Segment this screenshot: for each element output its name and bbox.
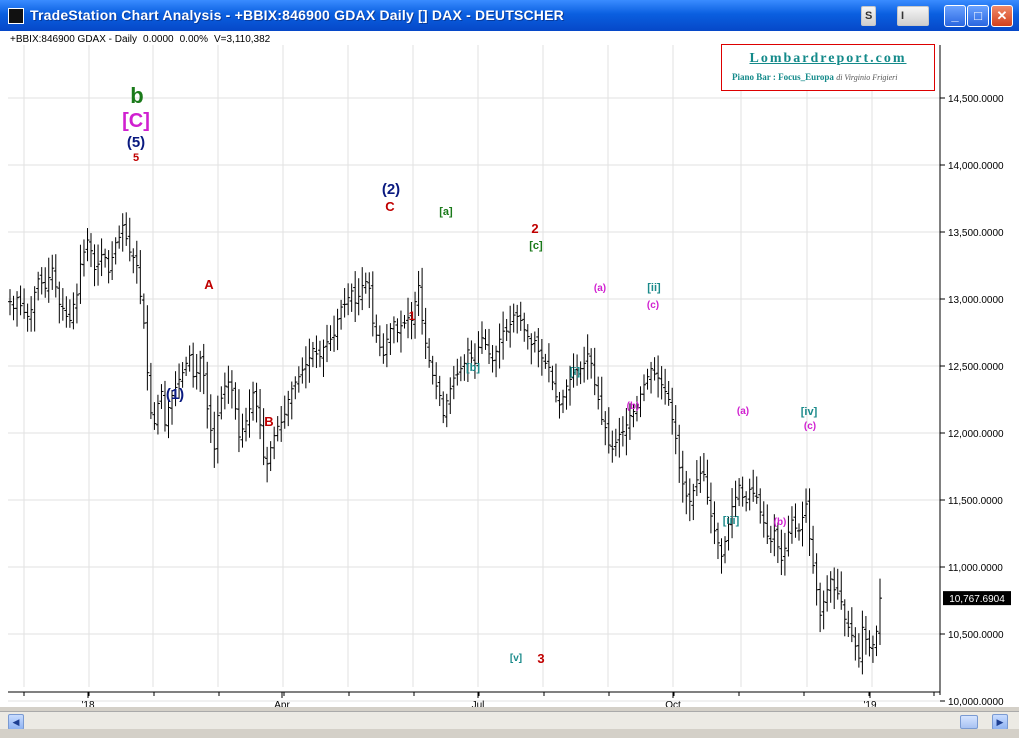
wave-label: (a) <box>594 283 606 294</box>
x-tick-label: Apr <box>274 700 290 707</box>
change-pct: 0.00% <box>179 34 208 45</box>
i-button[interactable]: I <box>897 6 929 26</box>
last-price-label: 10,767.6904 <box>949 594 1005 605</box>
x-tick-label: '18 <box>81 700 94 707</box>
change-value: 0.0000 <box>143 34 174 45</box>
maximize-button[interactable]: □ <box>967 5 989 27</box>
wave-label: b <box>130 83 143 108</box>
wave-label: [iv] <box>801 406 818 418</box>
symbol-label: +BBIX:846900 GDAX - Daily <box>10 34 138 45</box>
scroll-left-arrow-icon[interactable]: ◀ <box>8 714 24 730</box>
wave-label: (5) <box>127 134 145 151</box>
symbol-header: +BBIX:846900 GDAX - Daily 0.0000 0.00% V=3,… <box>10 34 276 45</box>
wave-label: [iii] <box>723 515 740 527</box>
wave-label: [b] <box>466 362 480 374</box>
x-tick-label: Oct <box>665 700 681 707</box>
price-chart[interactable]: 14,500.0000 14,000.0000 13,500.0000 13,000.… <box>0 31 1019 707</box>
last-price-box <box>943 591 1011 606</box>
x-tick-label: '19 <box>863 700 876 707</box>
window-title: TradeStation Chart Analysis - +BBIX:8469… <box>30 7 564 23</box>
horizontal-scrollbar[interactable]: ◀ ▶ <box>0 711 1019 730</box>
x-tick-label: Jul <box>472 700 485 707</box>
wave-label: [a] <box>439 206 453 218</box>
wave-label: (a) <box>737 406 749 417</box>
wave-label: (2) <box>382 181 400 198</box>
wave-label: (c) <box>647 300 659 311</box>
wave-label: 2 <box>531 221 538 236</box>
wave-label: [c] <box>529 240 543 252</box>
s-button[interactable]: S <box>861 6 877 26</box>
wave-label: C <box>385 199 395 214</box>
y-tick-label: 14,000.0000 <box>948 161 1004 172</box>
wave-label: [v] <box>510 653 522 664</box>
wave-label: B <box>264 414 273 429</box>
volume-value: V=3,110,382 <box>213 34 271 45</box>
wave-label: 5 <box>133 152 139 164</box>
y-tick-label: 11,500.0000 <box>948 496 1003 507</box>
scroll-right-arrow-icon[interactable]: ▶ <box>992 714 1008 730</box>
y-tick-label: 11,000.0000 <box>948 563 1003 574</box>
y-tick-label: 10,000.0000 <box>948 697 1004 707</box>
wave-label: (c) <box>804 421 816 432</box>
logo-author: di Virginio Frigieri <box>836 73 898 82</box>
minimize-button[interactable]: _ <box>944 5 966 27</box>
title-bar: TradeStation Chart Analysis - +BBIX:8469… <box>0 0 1019 31</box>
wave-label: (b) <box>627 401 640 412</box>
chart-area[interactable]: 14,500.0000 14,000.0000 13,500.0000 13,000.… <box>0 31 1019 707</box>
wave-label: [i] <box>570 366 581 378</box>
status-strip <box>0 729 1019 738</box>
logo-subtitle-text: Piano Bar : Focus_Europa <box>732 72 834 82</box>
y-tick-label: 12,500.0000 <box>948 362 1004 373</box>
chart-background <box>0 31 1019 707</box>
wave-label: (b) <box>774 517 787 528</box>
logo-title: Lombardreport.com <box>749 51 907 66</box>
wave-label: [ii] <box>647 282 661 294</box>
wave-label: 3 <box>537 651 544 666</box>
y-tick-label: 10,500.0000 <box>948 630 1004 641</box>
lombardreport-logo: Lombardreport.com Piano Bar : Focus_Euro… <box>721 44 935 91</box>
app-icon <box>8 8 24 24</box>
y-tick-label: 12,000.0000 <box>948 429 1004 440</box>
wave-label: (1) <box>166 386 184 403</box>
logo-subtitle: Piano Bar : Focus_Europa di Virginio Fri… <box>732 72 898 82</box>
wave-label: 1 <box>409 309 416 323</box>
scroll-thumb[interactable] <box>960 715 978 729</box>
wave-label: [C] <box>122 110 150 132</box>
y-tick-label: 13,000.0000 <box>948 295 1004 306</box>
y-tick-label: 14,500.0000 <box>948 94 1004 105</box>
wave-label: A <box>204 277 214 292</box>
y-tick-label: 13,500.0000 <box>948 228 1004 239</box>
close-button[interactable]: ✕ <box>991 5 1013 27</box>
